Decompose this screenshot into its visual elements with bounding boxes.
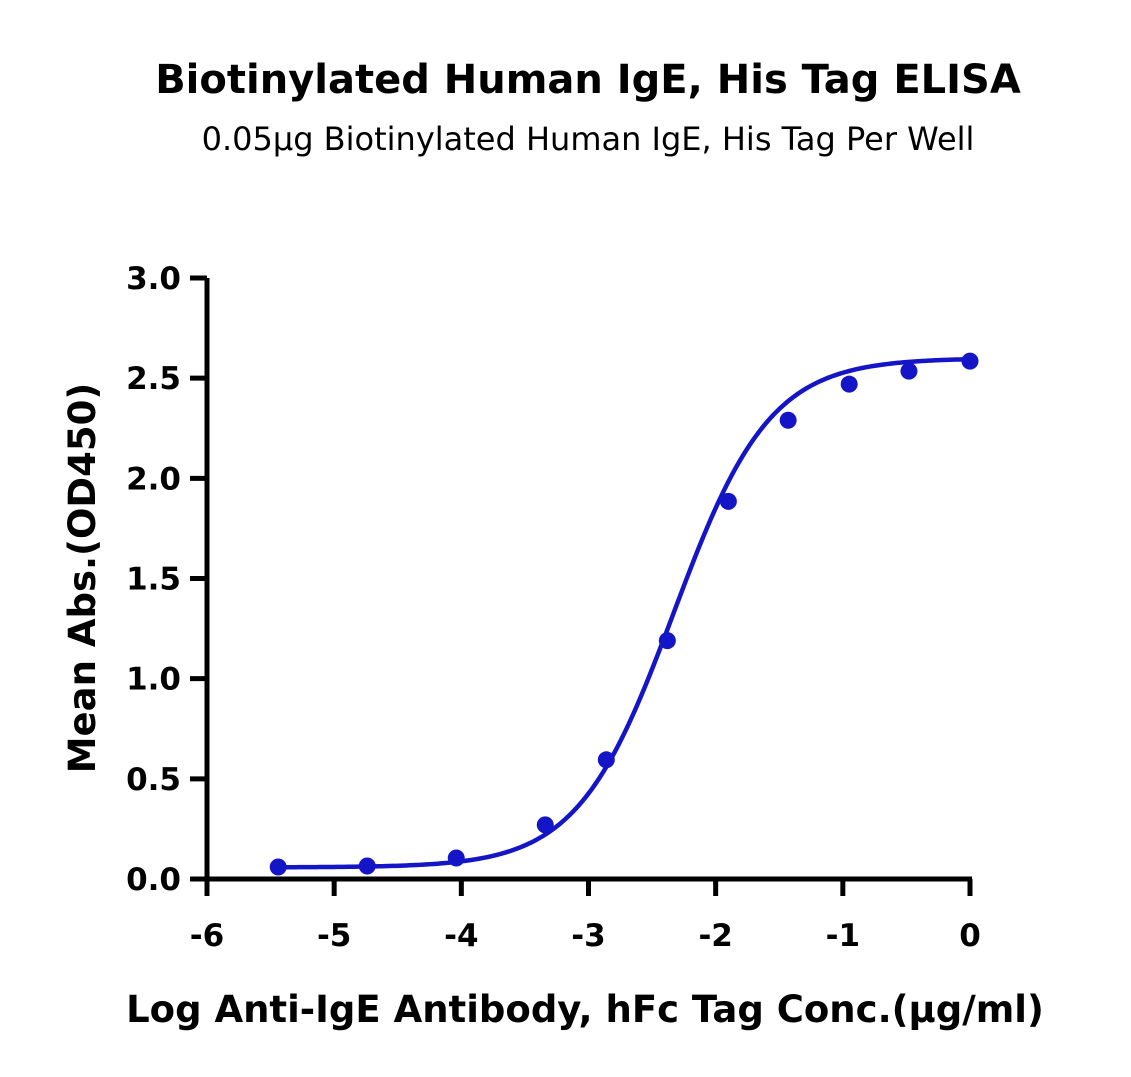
x-axis-label: Log Anti-IgE Antibody, hFc Tag Conc.(μg/… — [126, 988, 1044, 1031]
y-tick-label: 1.0 — [126, 662, 181, 698]
data-point — [961, 352, 979, 370]
x-tick-label: -3 — [571, 918, 605, 954]
y-tick-label: 1.5 — [126, 562, 181, 598]
data-points-layer — [269, 352, 979, 876]
x-tick-label: -4 — [444, 918, 478, 954]
data-point — [358, 857, 376, 875]
chart-title: Biotinylated Human IgE, His Tag ELISA — [155, 57, 1021, 103]
data-point — [658, 632, 676, 650]
y-axis-label: Mean Abs.(OD450) — [61, 383, 104, 774]
y-tick-label: 2.0 — [126, 461, 181, 497]
data-point — [536, 816, 554, 834]
y-axis-ticks: 0.0 0.5 1.0 1.5 2.0 2.5 3.0 — [126, 261, 207, 898]
fit-curve — [278, 356, 971, 870]
data-point — [840, 375, 858, 393]
data-point — [447, 849, 465, 867]
y-tick-label: 3.0 — [126, 261, 181, 297]
x-tick-label: 0 — [959, 918, 981, 954]
y-tick-label: 0.5 — [126, 762, 181, 798]
y-tick-label: 0.0 — [126, 862, 181, 898]
x-tick-label: -6 — [190, 918, 224, 954]
data-point — [719, 492, 737, 510]
x-axis-ticks: -6 -5 -4 -3 -2 -1 0 — [190, 879, 981, 954]
data-point — [269, 858, 287, 876]
chart-subtitle: 0.05μg Biotinylated Human IgE, His Tag P… — [202, 120, 975, 158]
fit-curve-layer — [278, 356, 971, 870]
data-point — [597, 751, 615, 769]
data-point — [900, 362, 918, 380]
data-point — [779, 411, 797, 429]
y-tick-label: 2.5 — [126, 361, 181, 397]
x-tick-label: -1 — [826, 918, 860, 954]
x-tick-label: -2 — [698, 918, 732, 954]
x-tick-label: -5 — [317, 918, 351, 954]
